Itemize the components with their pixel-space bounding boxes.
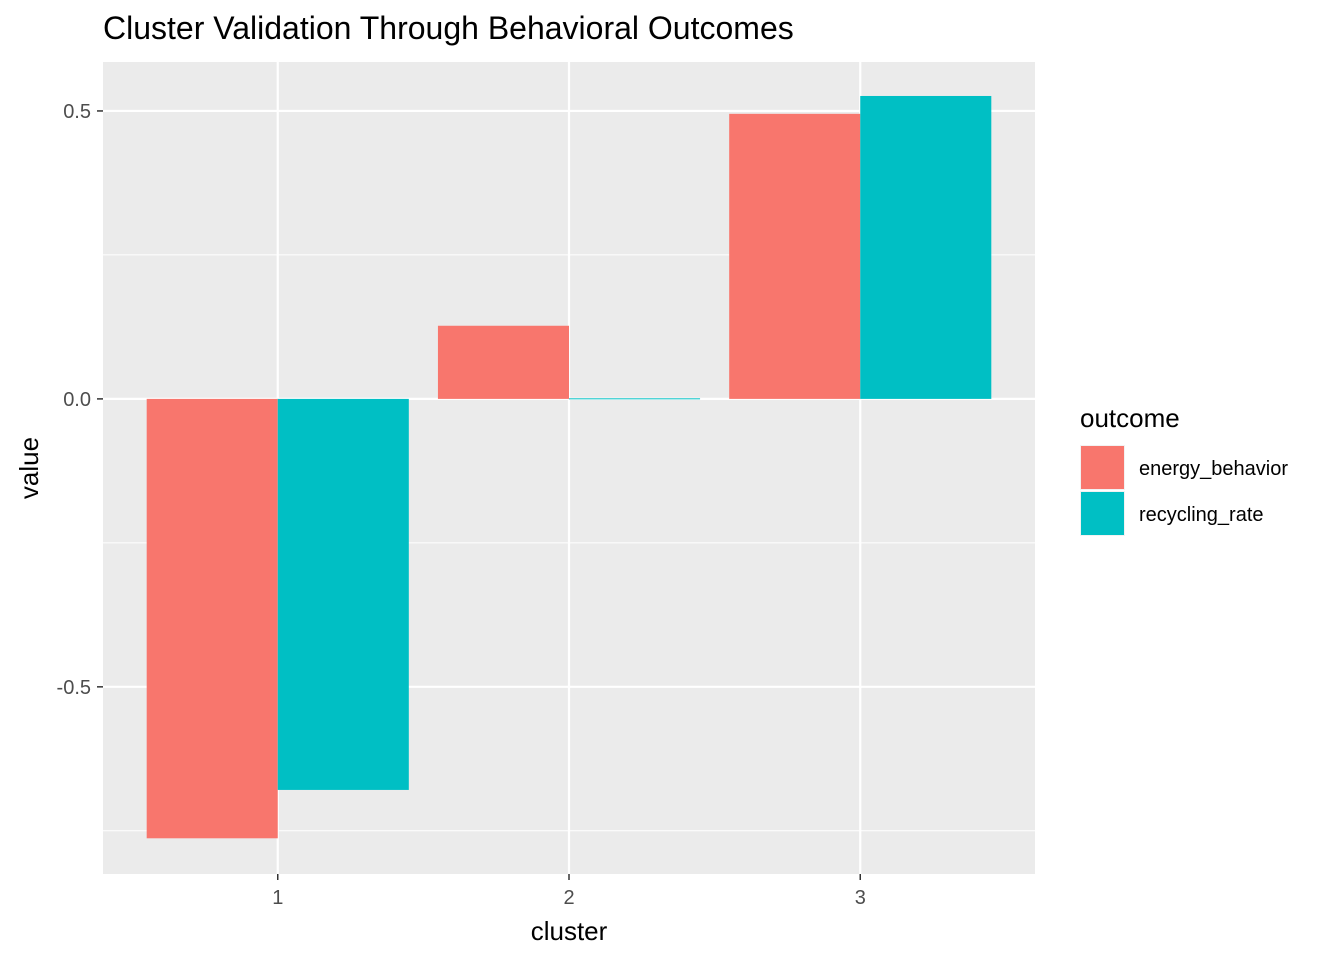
bar-recycling_rate-cluster-1 (277, 398, 409, 790)
y-tick-label: 0.0 (63, 389, 91, 411)
bar-energy_behavior-cluster-3 (729, 113, 861, 399)
bar-energy_behavior-cluster-1 (146, 398, 278, 839)
legend-title: outcome (1080, 403, 1180, 433)
bar-energy_behavior-cluster-2 (437, 325, 569, 399)
chart-title: Cluster Validation Through Behavioral Ou… (103, 10, 794, 46)
legend-label-recycling_rate: recycling_rate (1139, 504, 1264, 526)
bar-recycling_rate-cluster-2 (569, 398, 701, 400)
legend: outcome energy_behavior recycling_rate (1080, 403, 1288, 536)
legend-key-energy_behavior (1081, 446, 1124, 489)
y-tick-label: 0.5 (63, 101, 91, 123)
bar-recycling_rate-cluster-3 (860, 95, 992, 399)
legend-items: energy_behavior recycling_rate (1080, 445, 1288, 536)
x-axis-title: cluster (531, 916, 608, 946)
bars (146, 95, 992, 839)
x-tick-label: 3 (855, 887, 866, 909)
x-tick-label: 2 (563, 887, 574, 909)
y-axis: -0.5 0.0 0.5 (57, 101, 103, 699)
legend-label-energy_behavior: energy_behavior (1139, 458, 1288, 480)
x-tick-label: 1 (272, 887, 283, 909)
y-axis-title: value (14, 437, 44, 499)
legend-key-recycling_rate (1081, 492, 1124, 535)
x-axis: 1 2 3 (272, 874, 866, 909)
y-tick-label: -0.5 (57, 677, 91, 699)
